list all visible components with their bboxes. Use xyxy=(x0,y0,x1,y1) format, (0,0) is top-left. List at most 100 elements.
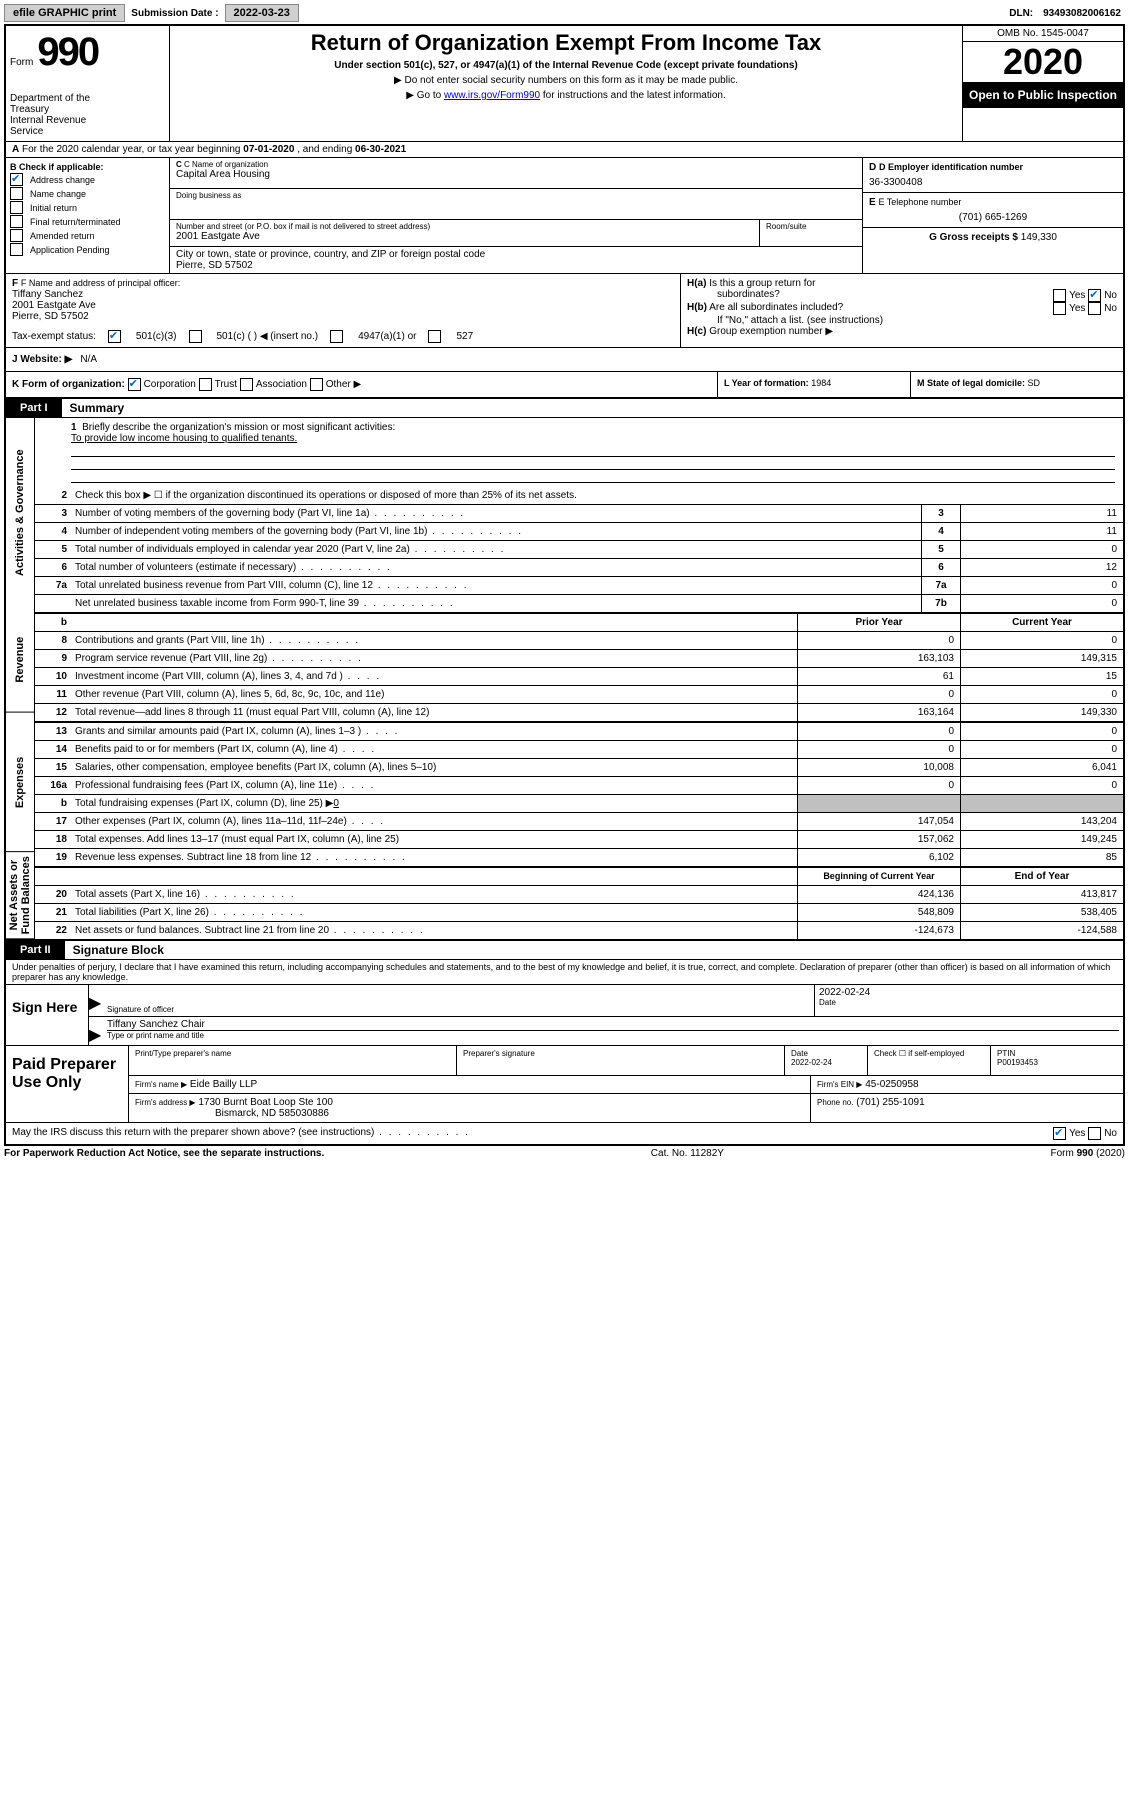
c17: 143,204 xyxy=(960,813,1123,830)
chk-501c[interactable] xyxy=(189,330,202,343)
c21: 538,405 xyxy=(960,904,1123,921)
part1-box: Part I xyxy=(6,399,62,417)
row-a-mid: , and ending xyxy=(297,144,355,155)
vertical-tabs: Activities & Governance Revenue Expenses… xyxy=(6,418,35,939)
chk-name-change[interactable] xyxy=(10,187,23,200)
lbl-corp: Corporation xyxy=(144,379,196,390)
top-bar: efile GRAPHIC print Submission Date : 20… xyxy=(4,4,1125,22)
h3-val: 2022-02-24 xyxy=(791,1058,861,1067)
p8: 0 xyxy=(797,632,960,649)
col-b-right: D D Employer identification number 36-33… xyxy=(862,158,1123,273)
yes-label: Yes xyxy=(1069,290,1085,301)
ha-yes[interactable] xyxy=(1053,289,1066,302)
header: Form 990 Department of theTreasuryIntern… xyxy=(6,26,1123,142)
v3: 11 xyxy=(960,505,1123,522)
l17: Other expenses (Part IX, column (A), lin… xyxy=(71,813,797,830)
efile-print-button[interactable]: efile GRAPHIC print xyxy=(4,4,125,22)
vtab-exp: Expenses xyxy=(6,713,34,852)
chk-amended[interactable] xyxy=(10,229,23,242)
prior-header: Prior Year xyxy=(797,614,960,631)
ein-value: 36-3300408 xyxy=(869,177,1117,188)
street-label: Number and street (or P.O. box if mail i… xyxy=(176,222,753,231)
c22: -124,588 xyxy=(960,922,1123,939)
grey2 xyxy=(960,795,1123,812)
vtab-gov: Activities & Governance xyxy=(6,418,34,608)
l3-text: Number of voting members of the governin… xyxy=(71,505,921,522)
section-b: B Check if applicable: Address change Na… xyxy=(6,158,1123,274)
hb-yes[interactable] xyxy=(1053,302,1066,315)
discuss-row: May the IRS discuss this return with the… xyxy=(6,1122,1123,1144)
street-value: 2001 Eastgate Ave xyxy=(176,231,753,242)
irs-link[interactable]: www.irs.gov/Form990 xyxy=(444,90,540,101)
footer-right: Form 990 (2020) xyxy=(1051,1148,1125,1159)
line-goto: ▶ Go to www.irs.gov/Form990 for instruct… xyxy=(174,90,958,101)
l14: Benefits paid to or for members (Part IX… xyxy=(71,741,797,758)
k-label: K Form of organization: xyxy=(12,379,125,390)
sig-officer-label: Signature of officer xyxy=(107,1005,810,1014)
v6: 12 xyxy=(960,559,1123,576)
lbl-527: 527 xyxy=(456,331,473,342)
room-label: Room/suite xyxy=(766,222,856,231)
v5: 0 xyxy=(960,541,1123,558)
c13: 0 xyxy=(960,723,1123,740)
type-name-label: Type or print name and title xyxy=(107,1031,1119,1040)
c9: 149,315 xyxy=(960,650,1123,667)
lbl-trust: Trust xyxy=(215,379,237,390)
firm-name: Eide Bailly LLP xyxy=(190,1079,257,1090)
goto-post: for instructions and the latest informat… xyxy=(540,90,726,101)
d-label: D Employer identification number xyxy=(879,162,1023,172)
submission-date: 2022-03-23 xyxy=(225,4,299,22)
arrow-icon: ▶ xyxy=(89,985,103,1016)
p15: 10,008 xyxy=(797,759,960,776)
e-label: E Telephone number xyxy=(878,197,961,207)
discuss-yes[interactable] xyxy=(1053,1127,1066,1140)
header-right: OMB No. 1545-0047 2020 Open to Public In… xyxy=(963,26,1123,141)
chk-527[interactable] xyxy=(428,330,441,343)
l16a: Professional fundraising fees (Part IX, … xyxy=(71,777,797,794)
firm-phone: (701) 255-1091 xyxy=(856,1097,924,1108)
org-name: Capital Area Housing xyxy=(176,169,856,180)
phone-label: Phone no. xyxy=(817,1098,853,1107)
no: No xyxy=(1104,1128,1117,1139)
l19: Revenue less expenses. Subtract line 18 … xyxy=(71,849,797,866)
p18: 157,062 xyxy=(797,831,960,848)
form-title: Return of Organization Exempt From Incom… xyxy=(174,30,958,56)
f-right: H(a) Is this a group return for subordin… xyxy=(681,274,1123,347)
no-label: No xyxy=(1104,290,1117,301)
c12: 149,330 xyxy=(960,704,1123,721)
website-row: J Website: ▶ N/A xyxy=(6,348,1123,372)
ha-no[interactable] xyxy=(1088,289,1101,302)
officer-name: Tiffany Sanchez xyxy=(12,289,674,300)
p9: 163,103 xyxy=(797,650,960,667)
discuss-no[interactable] xyxy=(1088,1127,1101,1140)
chk-other[interactable] xyxy=(310,378,323,391)
h4: Check ☐ if self-employed xyxy=(868,1046,991,1075)
chk-initial[interactable] xyxy=(10,201,23,214)
chk-trust[interactable] xyxy=(199,378,212,391)
lbl-initial: Initial return xyxy=(30,203,77,213)
l7a-text: Total unrelated business revenue from Pa… xyxy=(71,577,921,594)
year-formation: 1984 xyxy=(811,378,831,388)
part1-header: Part I Summary xyxy=(6,399,1123,418)
current-header: Current Year xyxy=(960,614,1123,631)
chk-pending[interactable] xyxy=(10,243,23,256)
open-public: Open to Public Inspection xyxy=(963,82,1123,108)
officer-addr1: 2001 Eastgate Ave xyxy=(12,300,674,311)
p17: 147,054 xyxy=(797,813,960,830)
chk-4947[interactable] xyxy=(330,330,343,343)
firm-ein: 45-0250958 xyxy=(865,1079,918,1090)
l15: Salaries, other compensation, employee b… xyxy=(71,759,797,776)
chk-final[interactable] xyxy=(10,215,23,228)
dln-label: DLN: xyxy=(1005,8,1037,19)
lbl-amended: Amended return xyxy=(30,231,95,241)
hb-no[interactable] xyxy=(1088,302,1101,315)
chk-501c3[interactable] xyxy=(108,330,121,343)
chk-addr-change[interactable] xyxy=(10,173,23,186)
end-date: 06-30-2021 xyxy=(355,144,406,155)
header-left: Form 990 Department of theTreasuryIntern… xyxy=(6,26,170,141)
lbl-pending: Application Pending xyxy=(30,245,110,255)
chk-corp[interactable] xyxy=(128,378,141,391)
tax-year: 2020 xyxy=(963,42,1123,82)
l2-text: Check this box ▶ ☐ if the organization d… xyxy=(71,487,1123,504)
chk-assoc[interactable] xyxy=(240,378,253,391)
